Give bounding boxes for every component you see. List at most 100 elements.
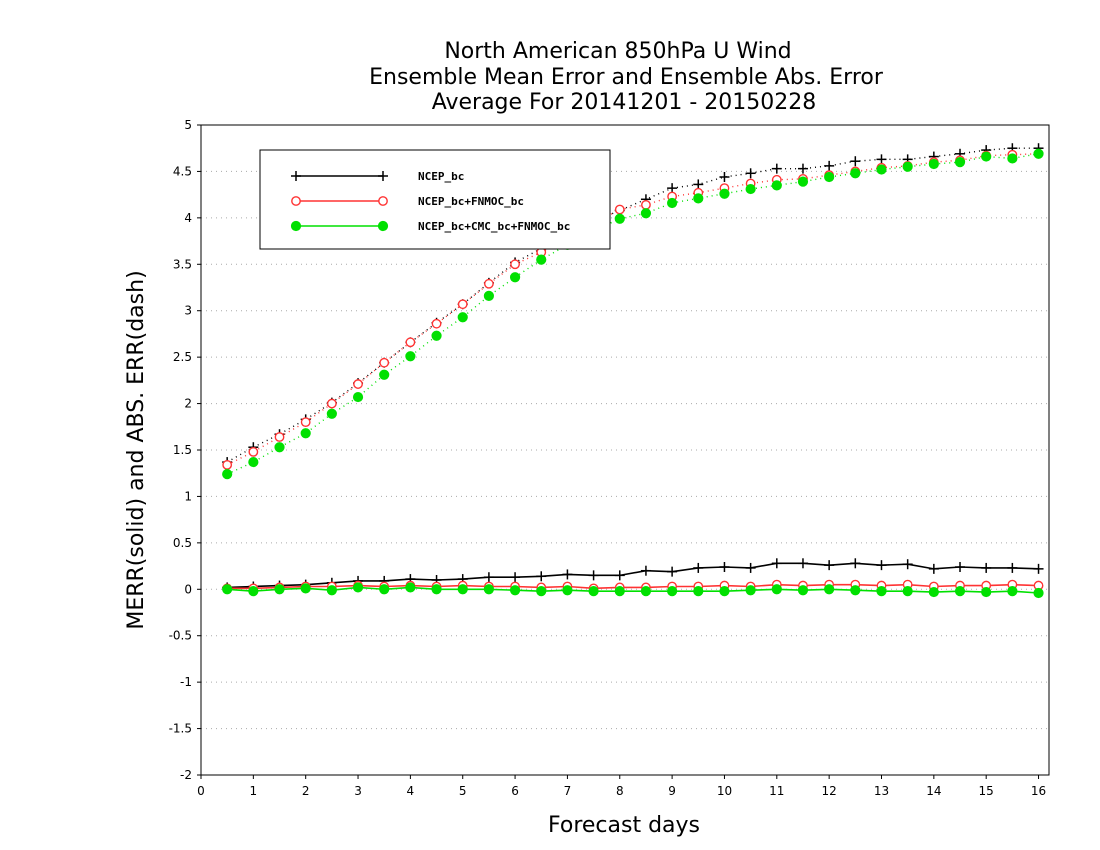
- chart-title: North American 850hPa U Wind Ensemble Me…: [369, 39, 884, 115]
- x-tick-label: 8: [616, 784, 624, 798]
- abs-err-point: [902, 161, 913, 172]
- merr-point: [562, 585, 573, 596]
- merr-point: [719, 562, 730, 572]
- abs-err-point: [797, 176, 809, 187]
- abs-err-point: [667, 197, 678, 209]
- abs-err-point: [274, 432, 285, 442]
- y-tick-label: -1: [180, 675, 192, 689]
- x-tick-label: 0: [197, 784, 205, 798]
- abs-err-point: [352, 391, 364, 403]
- legend-marker-start: [290, 220, 302, 232]
- merr-point: [614, 586, 625, 597]
- abs-err-point: [326, 398, 337, 409]
- merr-point: [562, 569, 573, 580]
- series-layer: [222, 143, 1044, 599]
- merr-point: [640, 565, 651, 576]
- merr-point: [1007, 586, 1018, 597]
- legend-label: NCEP_bc+CMC_bc+FNMOC_bc: [418, 220, 570, 233]
- title-line-2: Ensemble Mean Error and Ensemble Abs. Er…: [369, 65, 884, 90]
- abs-err-point: [928, 158, 939, 170]
- abs-err-point: [850, 156, 861, 167]
- abs-err-point: [614, 213, 625, 224]
- abs-err-point: [771, 180, 782, 191]
- y-axis-title: MERR(solid) and ABS. ERR(dash): [124, 270, 149, 629]
- merr-point: [981, 586, 992, 598]
- merr-point: [954, 586, 966, 597]
- abs-err-point: [954, 157, 966, 168]
- merr-point: [850, 558, 861, 569]
- merr-point: [902, 586, 913, 597]
- x-tick-label: 9: [668, 784, 676, 798]
- abs-err-point: [876, 164, 887, 175]
- abs-err-point: [248, 456, 259, 468]
- x-tick-label: 14: [926, 784, 941, 798]
- merr-point: [588, 586, 599, 597]
- x-tick-label: 3: [354, 784, 362, 798]
- merr-point: [955, 562, 966, 572]
- abs-err-point: [797, 163, 808, 174]
- merr-point: [326, 585, 337, 596]
- merr-point: [1033, 563, 1044, 574]
- series-NCEP_bc: [222, 143, 1044, 593]
- merr-point: [1033, 587, 1044, 599]
- merr-point: [667, 586, 678, 597]
- abs-err-point: [850, 168, 861, 179]
- merr-point: [745, 585, 756, 596]
- merr-point: [248, 586, 259, 597]
- abs-err-point: [457, 299, 468, 310]
- abs-err-point: [484, 278, 494, 289]
- merr-point: [1007, 562, 1018, 573]
- y-tick-label: 2.5: [173, 350, 192, 364]
- legend-marker-end: [378, 196, 388, 206]
- merr-point: [928, 586, 939, 598]
- abs-err-point: [614, 204, 625, 215]
- abs-err-point: [405, 337, 416, 348]
- legend-box: [259, 149, 611, 250]
- abs-err-point: [379, 357, 390, 368]
- merr-point: [510, 572, 521, 583]
- merr-point: [352, 582, 364, 593]
- abs-err-point: [824, 160, 835, 171]
- legend-item: NCEP_bc: [291, 170, 464, 183]
- merr-point: [981, 562, 992, 573]
- merr-point: [614, 570, 625, 581]
- merr-line: [227, 562, 1039, 589]
- merr-point: [876, 586, 887, 597]
- merr-point: [797, 558, 808, 569]
- plot-frame: [200, 124, 1050, 776]
- legend-item: NCEP_bc+FNMOC_bc: [291, 195, 524, 208]
- legend-marker-end: [378, 171, 388, 181]
- title-line-1: North American 850hPa U Wind: [444, 39, 791, 64]
- merr-point: [667, 566, 678, 577]
- y-tick-label: 3: [184, 304, 192, 318]
- merr-point: [745, 562, 756, 573]
- abs-err-point: [222, 469, 233, 480]
- merr-point: [928, 563, 939, 574]
- x-tick-label: 7: [564, 784, 572, 798]
- abs-err-point: [379, 369, 390, 380]
- merr-point: [536, 571, 547, 582]
- x-tick-label: 6: [511, 784, 519, 798]
- x-tick-label: 13: [874, 784, 889, 798]
- merr-point: [274, 584, 285, 595]
- legend-marker-start: [291, 171, 301, 181]
- y-tick-label: -0.5: [169, 629, 192, 643]
- merr-point: [431, 584, 442, 595]
- abs-err-point: [300, 417, 311, 428]
- x-axis-ticks: 0 1 2 3 4 5 6 7 8 9 10 11 12 13 14 15 16: [197, 775, 1046, 798]
- merr-point: [483, 584, 495, 595]
- x-tick-label: 11: [769, 784, 784, 798]
- legend-label: NCEP_bc: [418, 170, 464, 183]
- abs-err-point: [876, 154, 887, 165]
- abs-err-point: [693, 179, 704, 190]
- merr-point: [719, 586, 730, 597]
- merr-point: [536, 586, 547, 597]
- x-tick-label: 4: [407, 784, 415, 798]
- abs-err-point: [771, 163, 782, 174]
- y-tick-label: 0: [184, 582, 192, 596]
- abs-err-point: [640, 208, 652, 219]
- gridlines: [201, 170, 1049, 730]
- abs-err-point: [326, 408, 337, 419]
- title-line-3: Average For 20141201 - 20150228: [432, 90, 817, 115]
- merr-point: [483, 572, 494, 583]
